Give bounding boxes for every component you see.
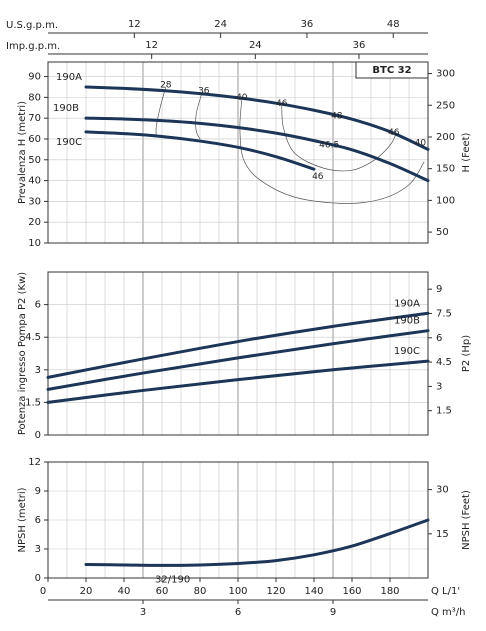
series-line [46,311,430,379]
x-tick-label: 100 [228,586,247,597]
efficiency-label: 46 [276,99,288,109]
x-tick-label: 24 [249,40,262,51]
y2-tick-label: 250 [436,100,455,111]
series-line [84,116,430,183]
efficiency-curve [155,86,167,137]
x-tick-label: 9 [330,607,336,618]
efficiency-label: 40 [415,139,427,149]
y2-tick-label: 1.5 [436,406,452,417]
y-axis-label: Potenza ingresso Pompa P2 (Kw) [17,272,28,435]
y2-tick-label: 15 [436,529,449,540]
x-tick-label: 80 [194,586,207,597]
x-tick-label: 48 [387,19,400,30]
y-tick-label: 9 [35,486,41,497]
chart-title: BTC 32 [372,65,411,76]
y2-tick-label: 4.5 [436,357,452,368]
y-tick-label: 50 [28,155,41,166]
y-tick-label: 3 [35,544,41,555]
y-tick-label: 3 [35,365,41,376]
y2-axis-label: NPSH (Feet) [461,490,472,550]
y2-tick-label: 50 [436,227,449,238]
x-tick-label: 3 [140,607,146,618]
x-tick-label: 24 [214,19,227,30]
series-label: 190B [53,103,79,114]
title-box [355,61,429,79]
x-tick-label: 160 [342,586,361,597]
x-tick-label: 20 [80,586,93,597]
efficiency-label: 46.5 [319,141,339,151]
x-tick-label: 36 [353,40,366,51]
series-line [84,518,430,567]
x-tick-label: 12 [145,40,158,51]
y-tick-label: 0 [35,573,41,584]
efficiency-curve [195,93,203,140]
y-tick-label: 70 [28,113,41,124]
x-tick-label: 40 [118,586,131,597]
series-line [46,359,430,404]
efficiency-curve [281,105,397,172]
y-axis-label: Prevalenza H (metri) [17,101,28,204]
y-tick-label: 60 [28,134,41,145]
series-label: 190A [394,298,420,309]
efficiency-label: 36 [198,87,210,97]
efficiency-label: 40 [236,93,248,103]
y2-tick-label: 30 [436,485,449,496]
y2-tick-label: 6 [436,333,442,344]
series-line [84,130,316,171]
series-label: 190C [56,137,82,148]
y2-axis-label: P2 (Hp) [461,335,472,372]
x2-axis-label: Q m³/h [431,607,466,618]
y2-tick-label: 200 [436,132,455,143]
y-tick-label: 1.5 [25,397,41,408]
efficiency-label: 46 [312,172,324,182]
y-tick-label: 90 [28,72,41,83]
y2-tick-label: 100 [436,195,455,206]
y-tick-label: 20 [28,217,41,228]
axis-label: U.S.g.p.m. [6,20,58,31]
y2-tick-label: 7.5 [436,308,452,319]
series-label: 190A [56,72,82,83]
efficiency-curve [239,99,425,204]
x-axis-label: Q L/1' [431,586,460,597]
plot-frame [47,271,429,436]
series-label: 190C [394,346,420,357]
y-axis-label: NPSH (metri) [17,487,28,552]
y2-tick-label: 300 [436,69,455,80]
x-tick-label: 140 [304,586,323,597]
y2-axis-label: H (Feet) [461,132,472,172]
series-line [46,329,430,391]
axis-label: Imp.g.p.m. [6,41,60,52]
plot-frame [47,61,429,244]
x-tick-label: 0 [40,586,46,597]
x-tick-label: 60 [156,586,169,597]
y-tick-label: 12 [28,457,41,468]
x-tick-label: 120 [266,586,285,597]
y2-tick-label: 9 [436,284,442,295]
series-label: 32/190 [155,575,190,586]
efficiency-label: 48 [331,112,343,122]
y2-tick-label: 150 [436,164,455,175]
series-label: 190B [394,316,420,327]
y-tick-label: 30 [28,196,41,207]
y-tick-label: 80 [28,92,41,103]
x-tick-label: 36 [301,19,314,30]
efficiency-label: 28 [160,80,172,90]
y2-tick-label: 3 [436,381,442,392]
y-tick-label: 6 [35,300,41,311]
y-tick-label: 0 [35,430,41,441]
y-tick-label: 6 [35,515,41,526]
y-tick-label: 40 [28,176,41,187]
efficiency-label: 46 [388,128,400,138]
x-tick-label: 12 [128,19,141,30]
x-tick-label: 6 [235,607,241,618]
y-tick-label: 10 [28,238,41,249]
x-tick-label: 180 [380,586,399,597]
y-tick-label: 4.5 [25,332,41,343]
series-line [84,85,430,151]
